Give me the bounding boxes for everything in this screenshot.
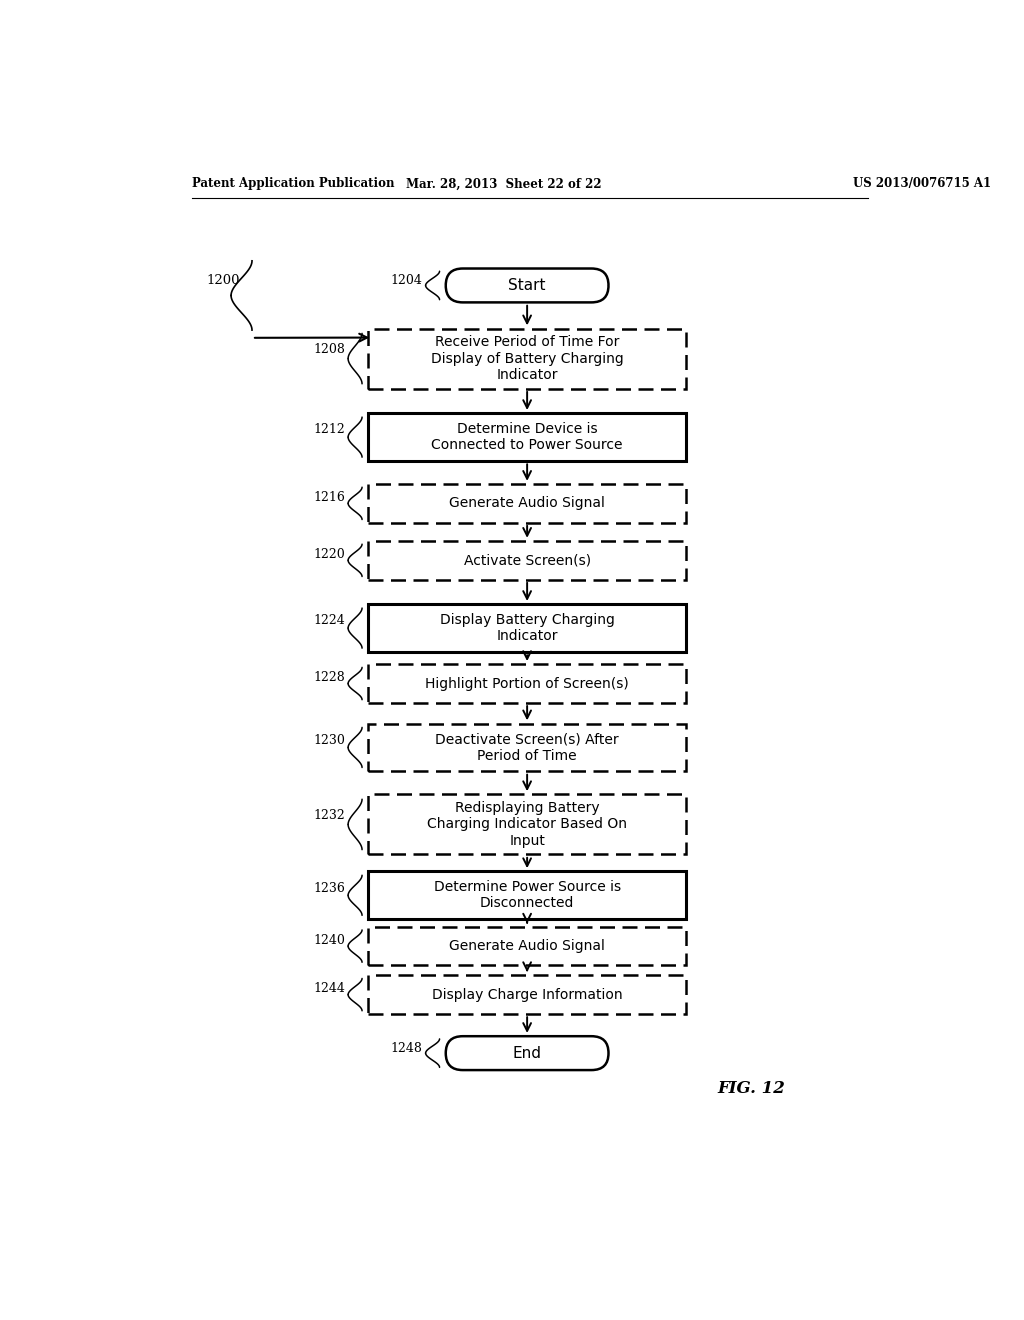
Text: Deactivate Screen(s) After
Period of Time: Deactivate Screen(s) After Period of Tim… — [435, 733, 618, 763]
Text: Receive Period of Time For
Display of Battery Charging
Indicator: Receive Period of Time For Display of Ba… — [431, 335, 624, 381]
Text: 1248: 1248 — [390, 1041, 423, 1055]
Text: 1204: 1204 — [390, 273, 423, 286]
FancyBboxPatch shape — [369, 664, 686, 702]
Text: 1236: 1236 — [313, 882, 345, 895]
FancyBboxPatch shape — [369, 541, 686, 579]
Text: Redisplaying Battery
Charging Indicator Based On
Input: Redisplaying Battery Charging Indicator … — [427, 801, 627, 847]
Text: Start: Start — [508, 279, 546, 293]
Text: Generate Audio Signal: Generate Audio Signal — [450, 496, 605, 511]
Text: Patent Application Publication: Patent Application Publication — [191, 177, 394, 190]
FancyBboxPatch shape — [369, 329, 686, 388]
FancyBboxPatch shape — [369, 605, 686, 652]
FancyBboxPatch shape — [369, 723, 686, 771]
Text: 1228: 1228 — [313, 672, 345, 684]
Text: 1240: 1240 — [313, 933, 345, 946]
Text: Generate Audio Signal: Generate Audio Signal — [450, 939, 605, 953]
Text: Determine Power Source is
Disconnected: Determine Power Source is Disconnected — [433, 880, 621, 911]
Text: 1232: 1232 — [313, 809, 345, 822]
Text: 1224: 1224 — [313, 614, 345, 627]
FancyBboxPatch shape — [369, 871, 686, 919]
Text: 1216: 1216 — [313, 491, 345, 504]
FancyBboxPatch shape — [369, 975, 686, 1014]
Text: 1230: 1230 — [313, 734, 345, 747]
Text: Display Battery Charging
Indicator: Display Battery Charging Indicator — [439, 612, 614, 643]
Text: Determine Device is
Connected to Power Source: Determine Device is Connected to Power S… — [431, 422, 623, 453]
Text: 1220: 1220 — [313, 548, 345, 561]
FancyBboxPatch shape — [369, 927, 686, 965]
Text: Mar. 28, 2013  Sheet 22 of 22: Mar. 28, 2013 Sheet 22 of 22 — [407, 177, 602, 190]
FancyBboxPatch shape — [369, 484, 686, 523]
Text: 1208: 1208 — [313, 343, 345, 356]
FancyBboxPatch shape — [445, 1036, 608, 1071]
Text: 1212: 1212 — [313, 424, 345, 437]
Text: US 2013/0076715 A1: US 2013/0076715 A1 — [853, 177, 991, 190]
Text: 1200: 1200 — [207, 273, 241, 286]
Text: 1244: 1244 — [313, 982, 345, 995]
FancyBboxPatch shape — [369, 795, 686, 854]
Text: Display Charge Information: Display Charge Information — [432, 987, 623, 1002]
FancyBboxPatch shape — [445, 268, 608, 302]
Text: FIG. 12: FIG. 12 — [717, 1080, 784, 1097]
Text: Highlight Portion of Screen(s): Highlight Portion of Screen(s) — [425, 677, 629, 690]
FancyBboxPatch shape — [369, 413, 686, 461]
Text: Activate Screen(s): Activate Screen(s) — [464, 553, 591, 568]
Text: End: End — [513, 1045, 542, 1061]
